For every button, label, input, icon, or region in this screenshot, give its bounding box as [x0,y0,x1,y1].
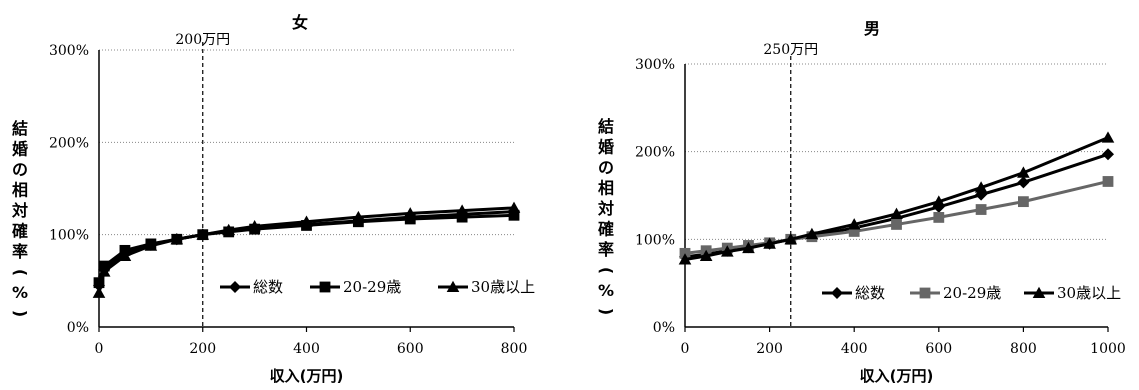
y-axis-label-char: 確 [598,220,614,239]
reference-line-label: 200万円 [175,32,230,48]
data-point-series-0 [1102,148,1114,161]
y-tick-label: 200% [635,145,675,161]
x-tick-label: 800 [501,341,528,357]
legend-label-0: 総数 [855,284,885,302]
data-point-series-1 [508,209,520,221]
data-point-series-1 [1018,196,1029,208]
data-point-series-2 [678,253,692,265]
data-point-series-2 [784,233,798,245]
data-point-series-2 [847,218,861,230]
data-point-series-2 [1101,131,1115,143]
data-point-series-2 [742,241,755,254]
y-axis-label-char: の [12,160,28,179]
y-axis-label-char: ) [11,310,30,317]
legend-marker-2 [446,280,460,293]
x-tick-label: 400 [841,341,868,357]
y-axis-label-char: 結 [598,117,614,136]
y-axis-label-char: 相 [12,181,28,200]
y-axis-label-char: 率 [12,242,28,261]
data-point-series-2 [455,204,469,216]
y-tick-label: 300% [635,57,675,73]
y-tick-label: 200% [49,135,89,151]
chart-panel-1: 0% 100% 200% 300% 0 200 400 600 800 1000 250万円 男結婚の… [597,19,1126,385]
data-point-series-2 [721,245,734,257]
x-tick-label: 600 [925,341,952,357]
legend-label-1: 20-29歳 [343,278,401,296]
y-tick-label: 0% [67,320,89,336]
data-point-series-0 [1017,176,1030,189]
y-tick-label: 0% [653,320,675,336]
y-axis-label-char: ) [597,308,616,315]
data-point-series-2 [763,237,776,249]
y-tick-label: 100% [49,228,89,244]
x-tick-label: 800 [1010,341,1037,357]
reference-line-label: 250万円 [763,42,818,58]
legend-label-0: 総数 [253,278,283,296]
x-tick-label: 0 [95,341,104,357]
x-tick-label: 200 [756,341,783,357]
y-axis-label-char: 確 [12,222,28,241]
y-axis-label-char: の [598,158,614,177]
data-point-series-2 [805,227,819,240]
data-point-series-1 [404,213,416,225]
legend-label-2: 30歳以上 [471,278,535,296]
x-tick-label: 200 [189,341,216,357]
legend-marker-1 [919,287,931,299]
data-point-series-1 [456,211,468,223]
data-point-series-2 [144,239,158,251]
legend-marker-2 [1032,286,1046,299]
y-axis-label-char: 率 [598,240,614,259]
y-tick-label: 300% [49,43,89,59]
x-tick-label: 1000 [1090,341,1126,357]
y-axis-label-char: 婚 [598,138,614,157]
y-axis-label-char: 婚 [12,140,28,159]
data-point-series-1 [848,226,860,237]
x-axis-label: 収入(万円) [860,367,934,385]
y-axis-label-char: % [598,281,614,300]
data-point-series-2 [890,207,903,219]
data-point-series-1 [891,219,902,230]
legend-label-2: 30歳以上 [1057,284,1121,302]
y-axis-label-char: 結 [12,119,28,138]
data-point-series-2 [97,265,111,277]
data-point-series-1 [1102,176,1114,187]
y-axis-label-char: 対 [597,199,614,218]
data-point-series-2 [196,228,210,240]
x-tick-label: 600 [397,341,424,357]
y-axis-label-char: % [12,283,28,302]
data-point-series-2 [403,207,417,219]
chart-title: 女 [292,13,308,32]
y-axis-label-char: ( [11,269,30,276]
data-point-series-2 [699,249,713,262]
y-axis-label-char: 対 [11,201,28,220]
y-tick-label: 100% [635,232,675,248]
data-point-series-2 [222,223,235,236]
data-point-series-2 [248,220,261,232]
x-tick-label: 400 [293,341,320,357]
y-axis-label-char: ( [597,267,616,274]
data-point-series-2 [352,210,365,223]
data-point-series-2 [300,215,313,227]
legend-marker-0 [831,287,843,299]
data-point-series-2 [507,201,521,213]
y-axis-label-char: 相 [598,179,614,198]
legend-marker-0 [229,281,241,293]
data-point-series-2 [932,195,946,207]
legend-marker-1 [319,281,331,293]
chart-panel-0: 0% 100% 200% 300% 0 200 400 600 800 200万円 女結婚の相対確率… [11,13,535,385]
data-point-series-2 [1017,166,1030,178]
data-point-series-2 [118,249,132,261]
data-point-series-1 [975,204,987,215]
data-point-series-1 [93,277,105,289]
data-point-series-2 [92,286,106,298]
x-tick-label: 0 [681,341,690,357]
legend-label-1: 20-29歳 [943,284,1001,302]
data-point-series-2 [974,181,988,193]
chart-title: 男 [864,19,880,38]
data-point-series-1 [933,212,945,223]
x-axis-label: 収入(万円) [270,367,344,385]
data-point-series-2 [170,232,184,245]
